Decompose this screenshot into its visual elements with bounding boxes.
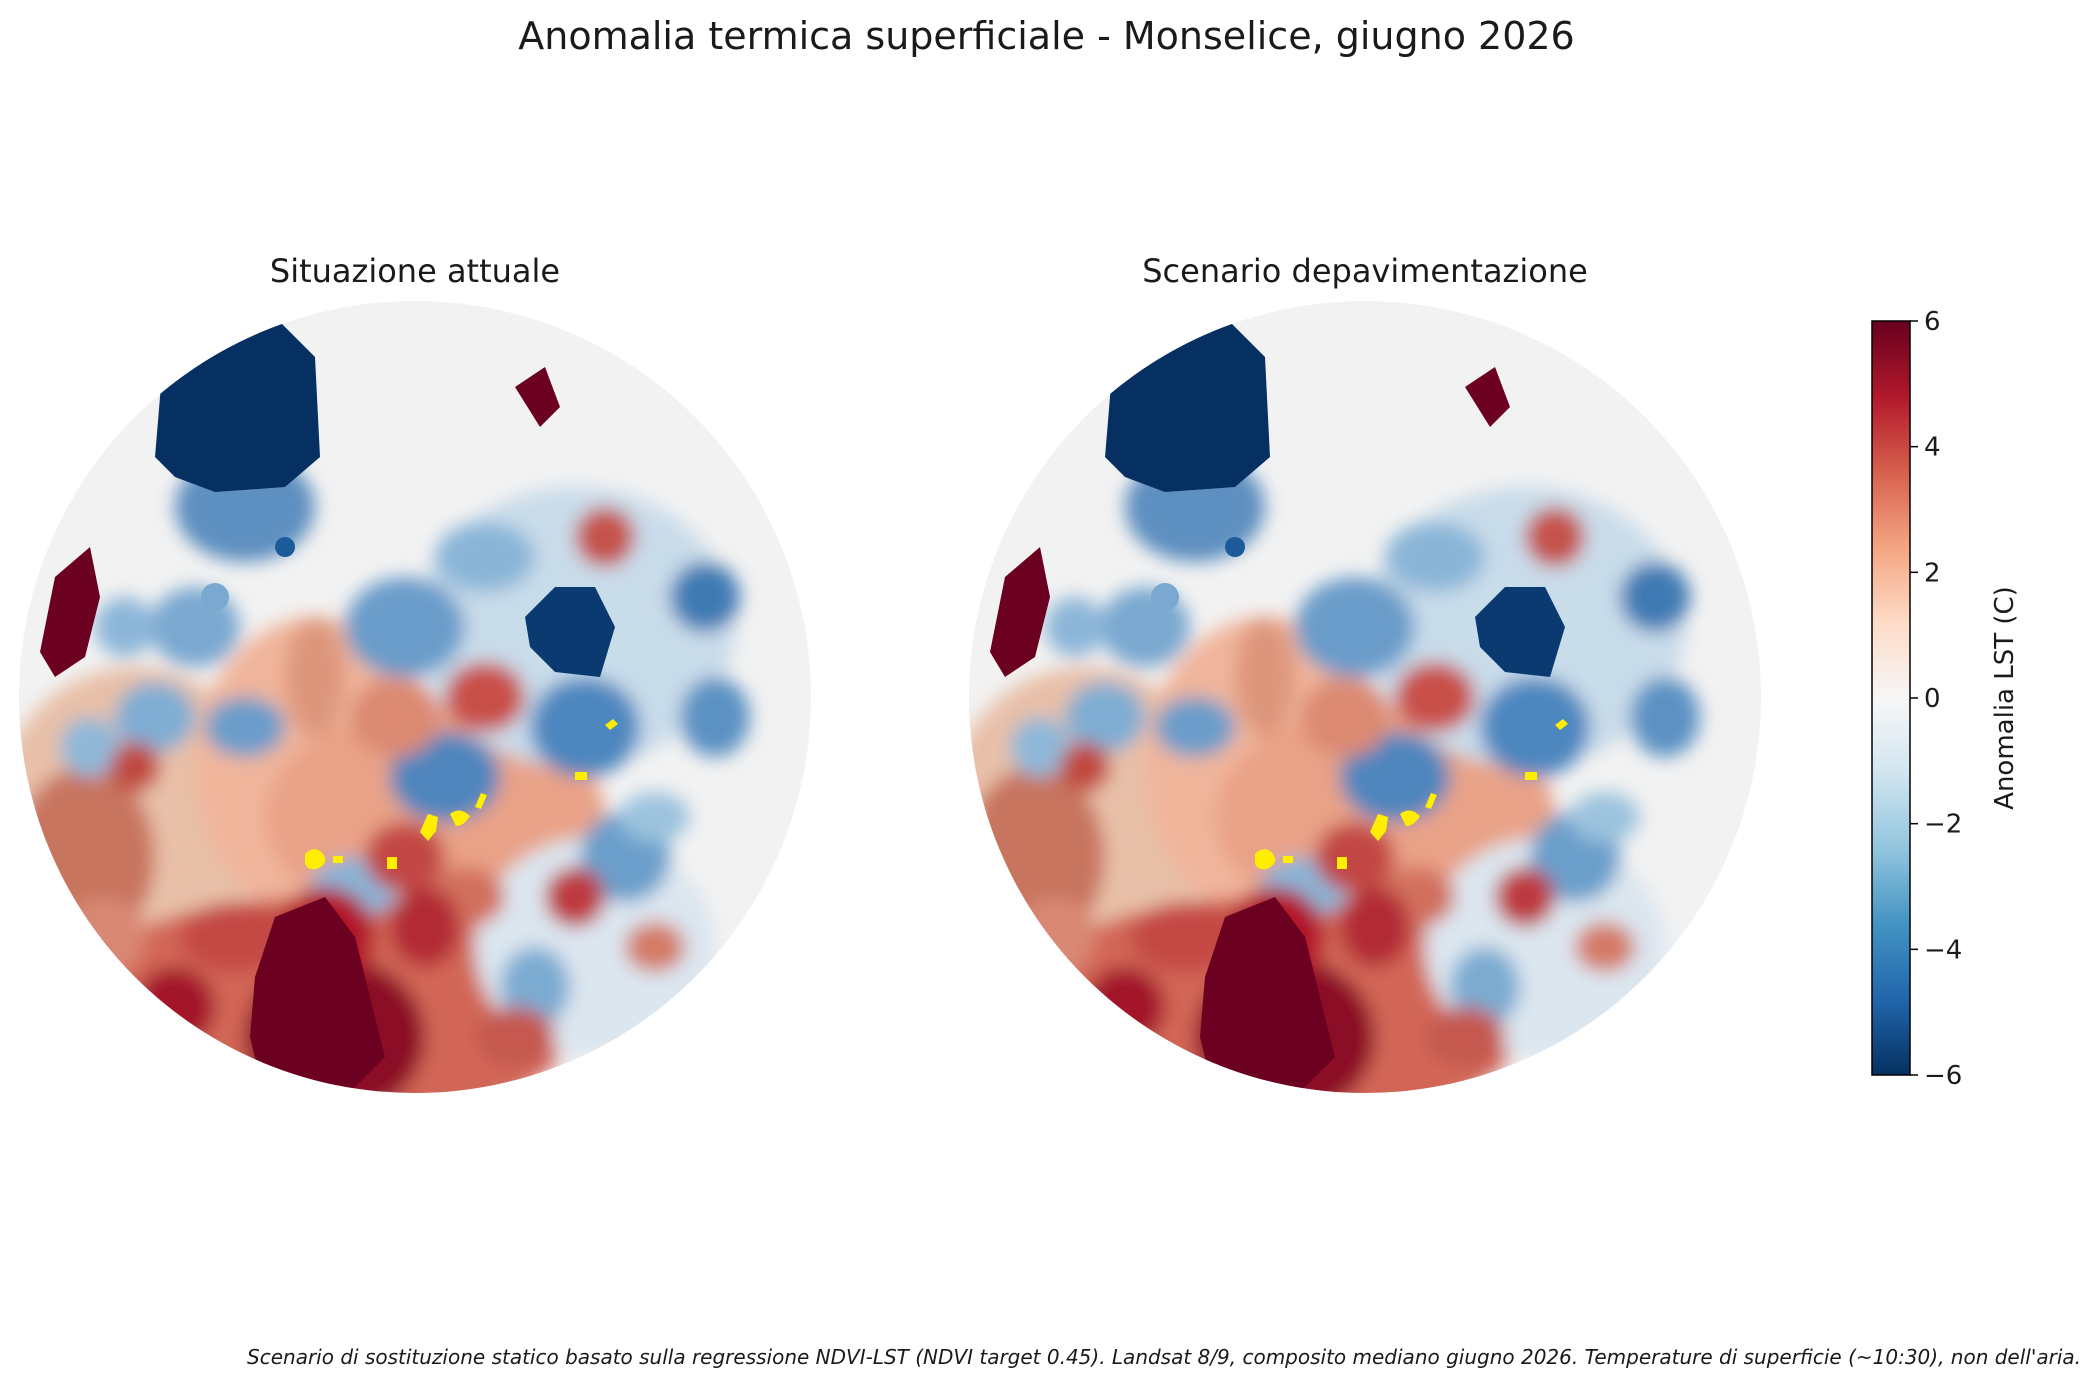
anomaly-map-scenario bbox=[969, 301, 1761, 1093]
figure-title: Anomalia termica superficiale - Monselic… bbox=[518, 14, 1575, 58]
panel-title-current: Situazione attuale bbox=[269, 252, 561, 290]
hot-zone-south bbox=[250, 897, 385, 1093]
cold-zone-east bbox=[525, 587, 615, 677]
colorbar-gradient bbox=[1871, 320, 1911, 1076]
panel-title-scenario: Scenario depavimentazione bbox=[1142, 252, 1588, 290]
hot-zone-northeast bbox=[515, 367, 560, 427]
colorbar-tick-label: 4 bbox=[1924, 433, 1941, 463]
colorbar-tick-label: 6 bbox=[1924, 307, 1941, 337]
cold-zone-east bbox=[1475, 587, 1565, 677]
hot-zone-west bbox=[40, 547, 100, 677]
colorbar-tick-label: −4 bbox=[1924, 935, 1962, 965]
hot-zone-west bbox=[990, 547, 1050, 677]
hot-zone-south bbox=[1200, 897, 1335, 1093]
colorbar-tick-label: 2 bbox=[1924, 558, 1941, 588]
colorbar: 6 4 2 0 −2 −4 −6 Anomalia LST (C) bbox=[1871, 307, 2020, 1090]
hot-zone-northeast bbox=[1465, 367, 1510, 427]
colorbar-tick-label: 0 bbox=[1924, 684, 1941, 714]
intervention-sites bbox=[1255, 719, 1568, 1093]
colorbar-tick-label: −2 bbox=[1924, 810, 1962, 840]
colorbar-ticks: 6 4 2 0 −2 −4 −6 bbox=[1910, 307, 1962, 1090]
colorbar-label: Anomalia LST (C) bbox=[1990, 586, 2020, 810]
anomaly-field bbox=[19, 452, 750, 1093]
anomaly-map-current bbox=[19, 301, 811, 1093]
figure-footnote: Scenario di sostituzione statico basato … bbox=[247, 1345, 2081, 1369]
colorbar-tick-label: −6 bbox=[1924, 1061, 1962, 1090]
